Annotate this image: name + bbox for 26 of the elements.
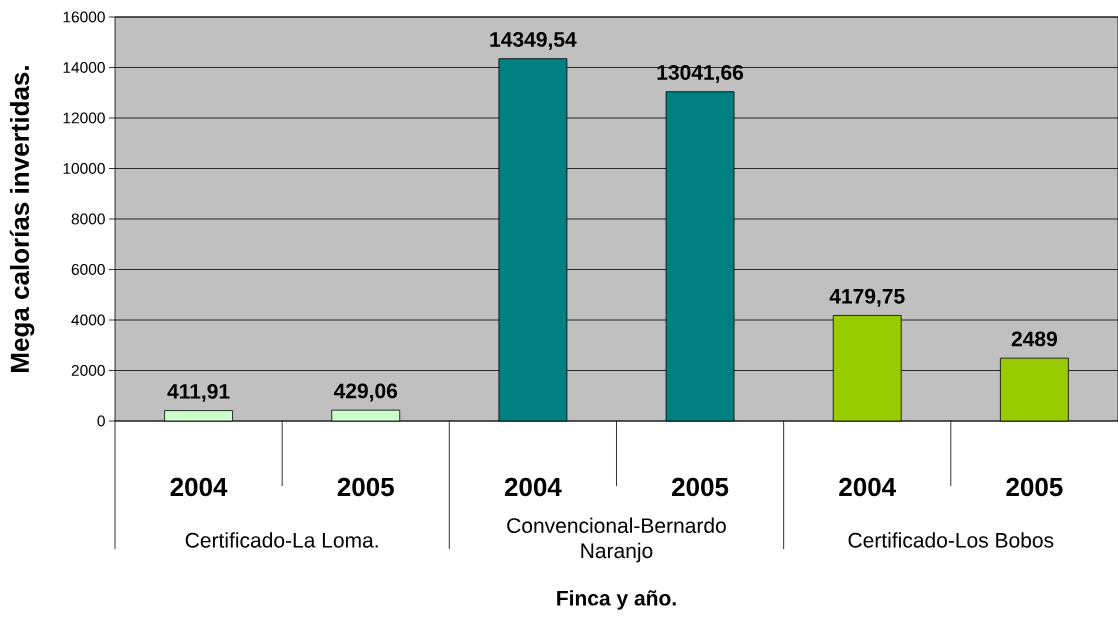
y-tick-label: 16000	[63, 11, 105, 23]
y-tick-label: 10000	[63, 163, 105, 174]
text: Convencional-Bernardo Naranjo	[507, 517, 726, 563]
y-tick-label: 2000	[71, 365, 105, 376]
y-tick-label: 8000	[71, 213, 105, 225]
data-label: 411,91	[167, 383, 230, 402]
y-tick-label: 12000	[63, 112, 105, 124]
data-label: 429,06	[333, 383, 398, 402]
data-label: 4179,75	[829, 288, 905, 307]
x-tick-label: 2004	[170, 477, 228, 497]
x-tick-label: 2004	[839, 477, 896, 497]
y-tick-label: 6000	[71, 264, 105, 275]
y-tick-label: 0	[97, 415, 105, 427]
data-label: 2489	[1011, 331, 1057, 347]
text: Certificado-Los Bobos	[848, 532, 1054, 548]
x-tick-label: 2004	[504, 477, 562, 497]
y-axis-title: Mega calorías invertidas.	[9, 66, 35, 372]
x-axis-title: Finca y año.	[557, 590, 676, 610]
text: Certificado-La Loma.	[185, 532, 378, 548]
y-tick-label: 14000	[63, 62, 105, 73]
x-tick-label: 2005	[672, 477, 729, 497]
y-tick-label: 4000	[71, 314, 105, 326]
x-tick-label: 2005	[1006, 477, 1063, 497]
x-tick-label: 2005	[337, 477, 394, 497]
data-label: 13041,66	[657, 65, 744, 83]
data-label: 14349,54	[490, 32, 577, 50]
